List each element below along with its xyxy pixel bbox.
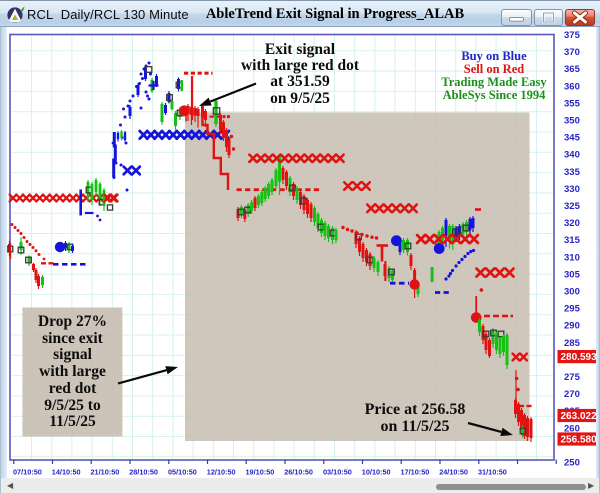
svg-text:290: 290 (564, 321, 580, 332)
svg-text:03/10:50: 03/10:50 (323, 468, 352, 477)
svg-text:280.593: 280.593 (561, 352, 598, 363)
svg-text:24/10:50: 24/10:50 (439, 468, 468, 477)
svg-text:256.580: 256.580 (561, 435, 598, 446)
svg-text:310: 310 (564, 252, 580, 263)
svg-text:28/10:50: 28/10:50 (129, 468, 158, 477)
svg-text:325: 325 (564, 201, 581, 212)
svg-text:375: 375 (564, 30, 581, 41)
svg-text:260: 260 (564, 423, 580, 434)
svg-text:315: 315 (564, 235, 581, 246)
svg-text:345: 345 (564, 133, 581, 144)
svg-text:360: 360 (564, 81, 580, 92)
svg-text:365: 365 (564, 64, 581, 75)
svg-text:340: 340 (564, 150, 580, 161)
svg-text:285: 285 (564, 338, 581, 349)
svg-text:370: 370 (564, 47, 580, 58)
svg-text:10/10:50: 10/10:50 (362, 468, 391, 477)
svg-text:26/10:50: 26/10:50 (284, 468, 313, 477)
svg-text:250: 250 (564, 458, 580, 469)
svg-text:305: 305 (564, 269, 581, 280)
svg-text:300: 300 (564, 287, 580, 298)
svg-text:335: 335 (564, 167, 581, 178)
svg-text:17/10:50: 17/10:50 (401, 468, 430, 477)
svg-text:270: 270 (564, 389, 580, 400)
svg-text:19/10:50: 19/10:50 (246, 468, 275, 477)
svg-text:05/10:50: 05/10:50 (168, 468, 197, 477)
svg-text:21/10:50: 21/10:50 (91, 468, 120, 477)
svg-text:12/10:50: 12/10:50 (207, 468, 236, 477)
svg-text:295: 295 (564, 304, 581, 315)
svg-text:320: 320 (564, 218, 580, 229)
svg-text:275: 275 (564, 372, 581, 383)
svg-text:350: 350 (564, 116, 580, 127)
svg-text:14/10:50: 14/10:50 (52, 468, 81, 477)
svg-text:31/10:50: 31/10:50 (478, 468, 507, 477)
svg-text:263.022: 263.022 (561, 411, 598, 422)
svg-text:330: 330 (564, 184, 580, 195)
svg-text:355: 355 (564, 98, 581, 109)
svg-text:07/10:50: 07/10:50 (13, 468, 42, 477)
